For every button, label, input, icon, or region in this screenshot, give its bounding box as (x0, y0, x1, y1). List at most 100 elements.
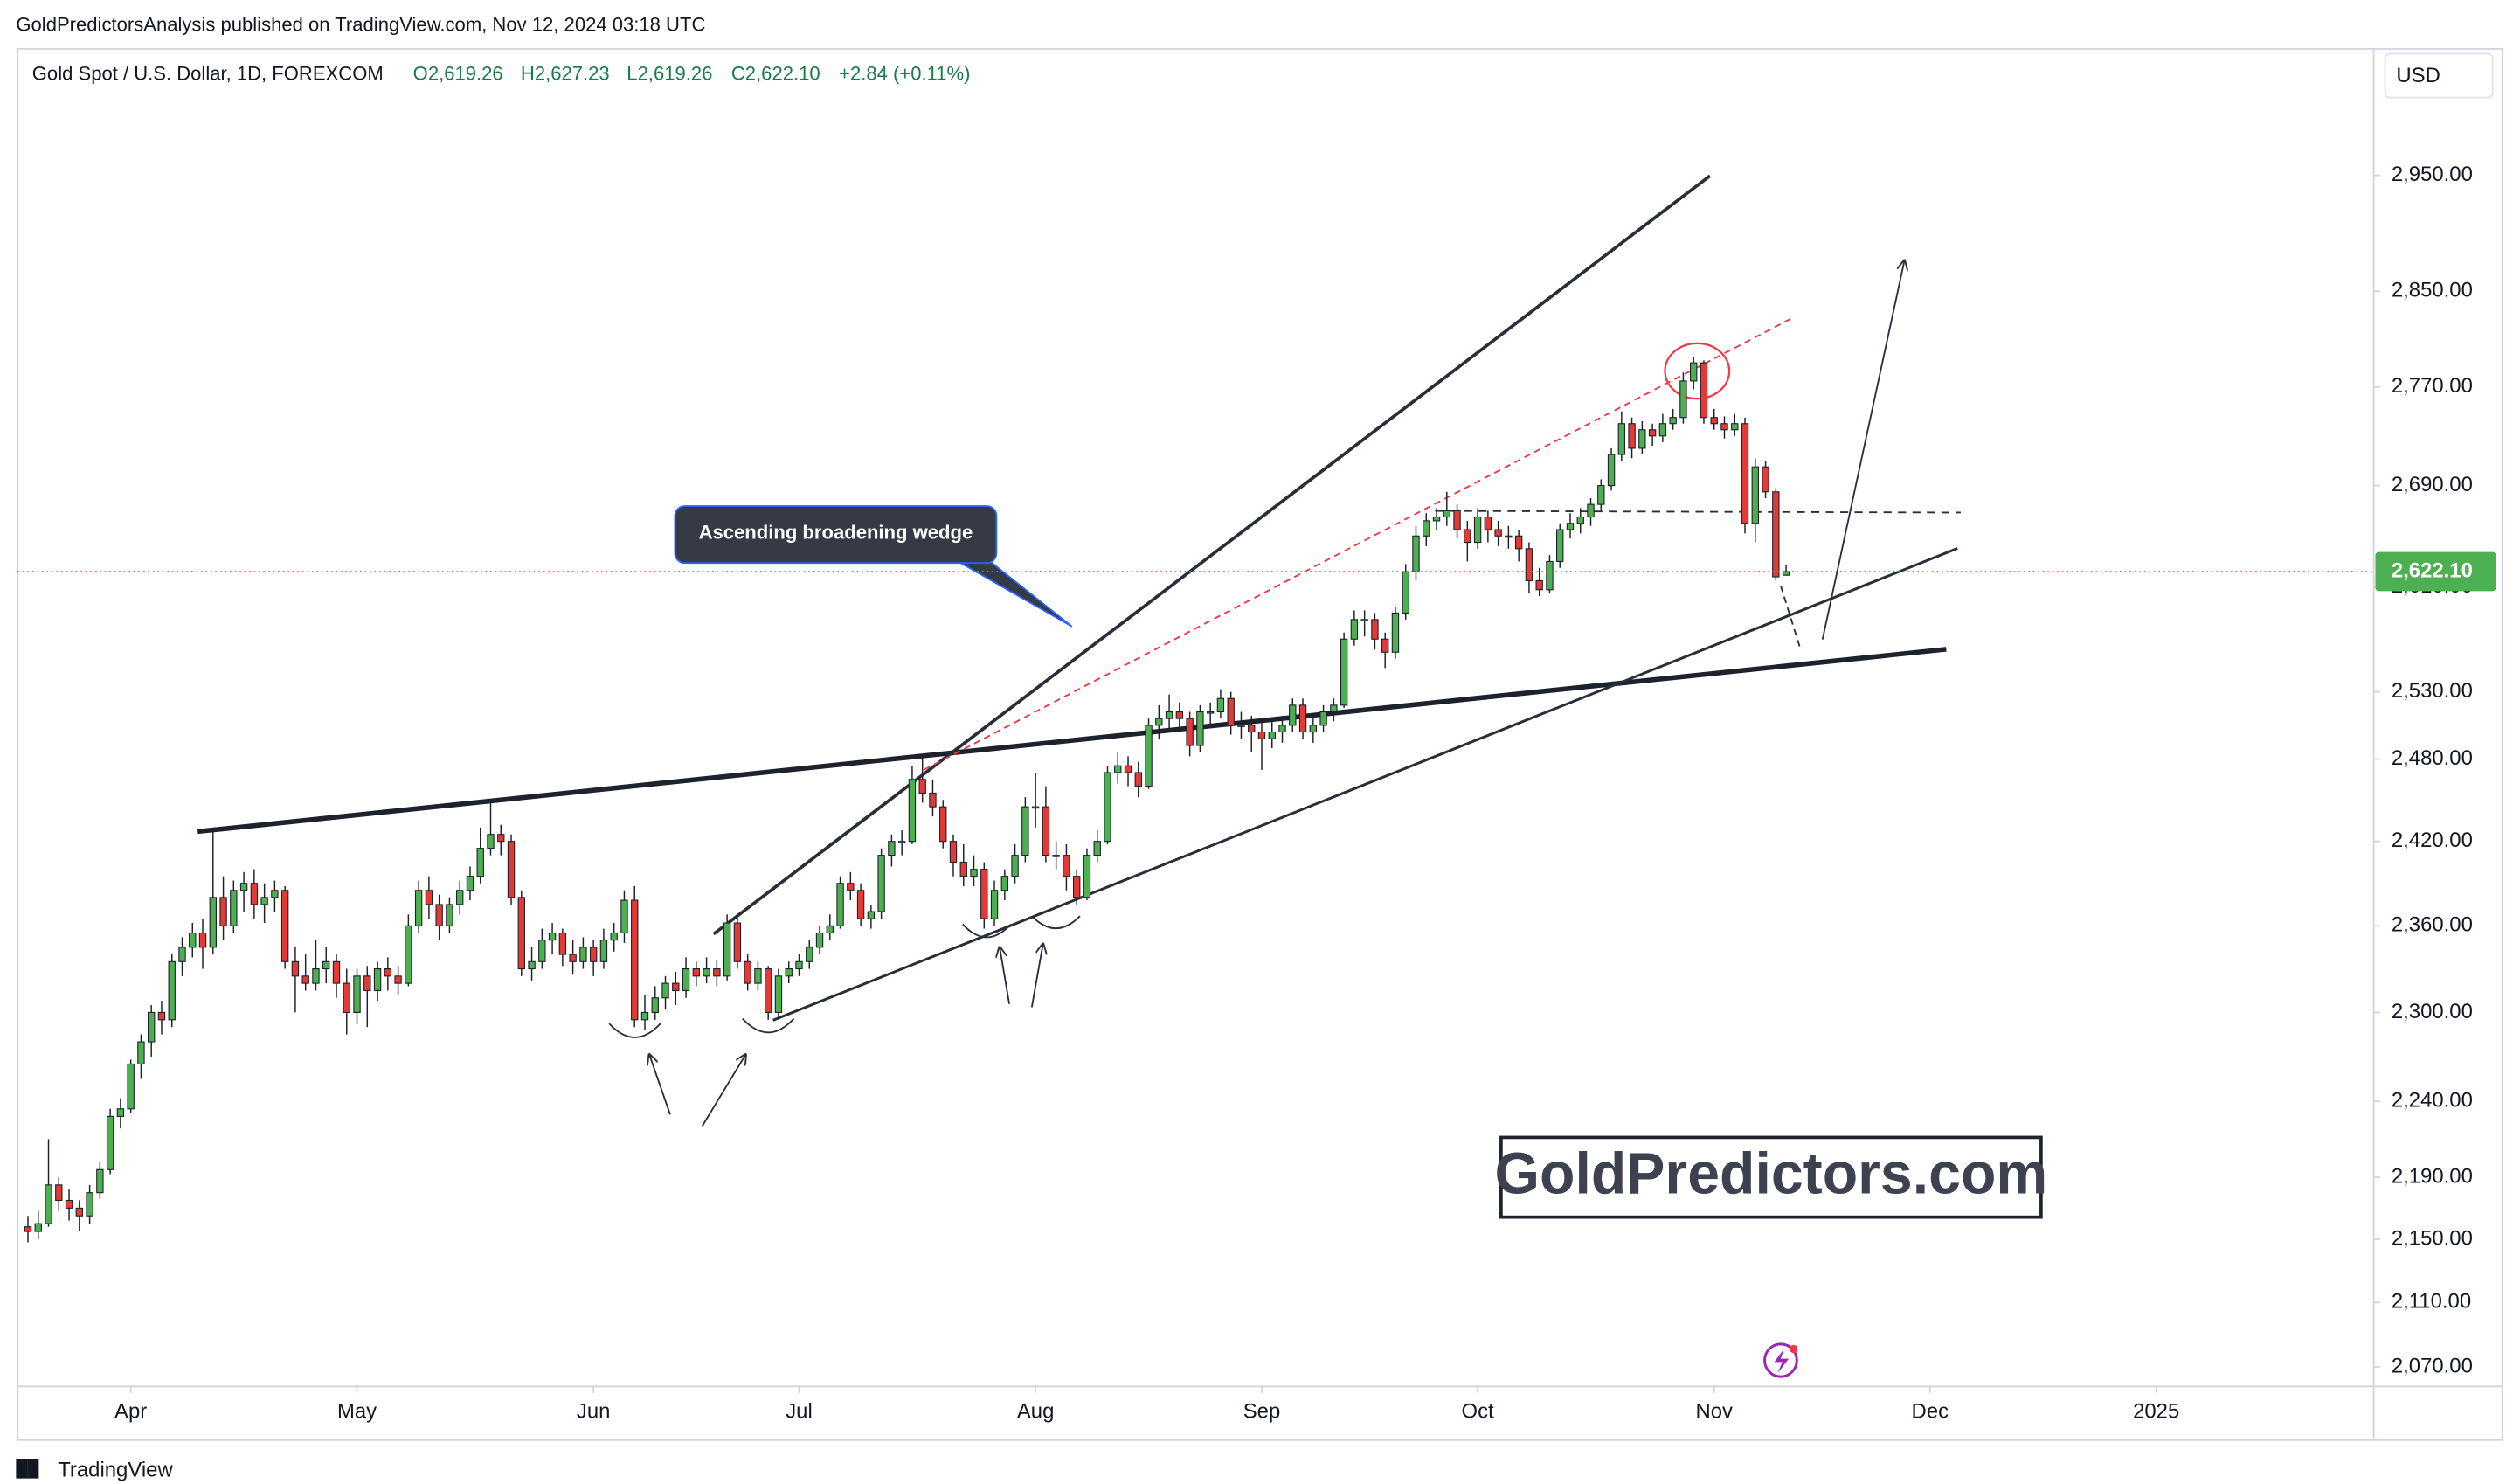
candle-body (1525, 548, 1533, 582)
candle-body (446, 904, 453, 926)
candle-body (908, 779, 917, 843)
x-tick-label: Apr (114, 1399, 147, 1423)
candle-body (631, 899, 639, 1021)
logo-text: TradingView (58, 1458, 173, 1481)
candle-body (579, 947, 587, 962)
candle-body (127, 1063, 135, 1110)
candle-body (209, 897, 217, 948)
x-tick-label: Oct (1461, 1399, 1493, 1423)
watermark-box (1499, 1135, 2043, 1219)
drawings: Ascending broadening wedge GoldPredictor… (197, 174, 2047, 1378)
candle-body (1206, 711, 1215, 714)
candle-body (312, 968, 320, 984)
candle-body (86, 1192, 93, 1217)
candle-body (897, 841, 906, 843)
candle-body (888, 841, 896, 856)
low-arrow (1000, 947, 1010, 1004)
candle-body (867, 911, 876, 919)
y-tick-label: 2,300.00 (2392, 1000, 2473, 1023)
y-tick-label: 2,950.00 (2392, 163, 2473, 186)
candle-body (1165, 711, 1173, 719)
y-tick-label: 2,690.00 (2392, 473, 2473, 496)
candle-body (939, 806, 947, 843)
event-icon[interactable] (1763, 1342, 1798, 1378)
candle-body (1576, 516, 1584, 524)
candle-body (219, 897, 227, 926)
candle-body (1720, 423, 1728, 431)
candle-body (1083, 855, 1091, 898)
candle-body (1412, 535, 1420, 572)
candle-body (65, 1199, 73, 1209)
candle-body (1042, 806, 1050, 856)
candle-body (1402, 571, 1409, 614)
last-price-label: 2,622.10 (2392, 558, 2473, 582)
candle-body (1423, 520, 1430, 537)
logo-mark: ██ (16, 1459, 39, 1479)
candle-body (1669, 417, 1677, 425)
y-tick-label: 2,480.00 (2392, 746, 2473, 770)
candle-body (1124, 765, 1132, 773)
candle-body (1350, 619, 1359, 640)
candle-body (1309, 725, 1318, 733)
candle-body (363, 975, 371, 991)
candle-body (353, 975, 361, 1013)
candle-body (1556, 529, 1564, 562)
candle-body (929, 792, 937, 808)
candle-body (959, 862, 967, 877)
candle-body (343, 982, 350, 1013)
candle-body (1104, 772, 1111, 843)
candle-body (1257, 731, 1266, 739)
legend-change: +2.84 (+0.11%) (839, 62, 970, 84)
currency-button[interactable] (2384, 52, 2494, 99)
legend-high: H2,627.23 (521, 62, 610, 84)
callout-text: Ascending broadening wedge (699, 521, 973, 543)
y-tick-label: 2,850.00 (2392, 279, 2473, 302)
target-arrow (1821, 260, 1905, 640)
candle-body (806, 947, 813, 962)
candle-body (651, 997, 659, 1013)
candle-body (1093, 841, 1101, 856)
x-tick-label: Jul (786, 1399, 813, 1423)
candle-body (1155, 718, 1163, 726)
candle-body (116, 1108, 125, 1117)
x-tick-label: Dec (1912, 1399, 1949, 1423)
candle-body (847, 883, 855, 891)
candle-body (198, 932, 207, 948)
candle-body (949, 841, 958, 863)
candle-body (435, 904, 443, 926)
candle-body (466, 876, 474, 891)
callout-box (674, 505, 998, 565)
top-circle (1664, 342, 1731, 400)
candle-body (1731, 423, 1739, 431)
candle-body (1505, 535, 1513, 538)
x-tick-label: Sep (1243, 1399, 1281, 1423)
candle-body (517, 897, 525, 970)
candle-body (322, 960, 330, 970)
candle-body (1011, 855, 1019, 877)
candle-body (856, 890, 865, 919)
candle-body (672, 982, 680, 991)
candle-body (836, 883, 844, 926)
y-tick-label: 2,770.00 (2392, 374, 2473, 398)
y-tick-label: 2,150.00 (2392, 1226, 2473, 1250)
candle-body (1278, 725, 1286, 733)
candle-body (1494, 529, 1502, 537)
candle-body (1289, 704, 1297, 726)
candle-body (1360, 619, 1368, 621)
candle-body (414, 890, 423, 926)
candle-body (1772, 491, 1780, 578)
y-tick-label: 2,190.00 (2392, 1164, 2473, 1188)
candle-body (384, 968, 392, 977)
candle-body (1473, 516, 1482, 544)
y-tick-label: 2,420.00 (2392, 829, 2473, 852)
candle-body (1535, 579, 1543, 591)
candle-body (548, 932, 557, 941)
candle-body (703, 968, 710, 977)
candle-body (239, 883, 248, 891)
y-tick-label: 2,530.00 (2392, 679, 2473, 703)
candle-body (507, 841, 516, 898)
candle-body (970, 869, 978, 877)
candle-body (990, 890, 999, 919)
